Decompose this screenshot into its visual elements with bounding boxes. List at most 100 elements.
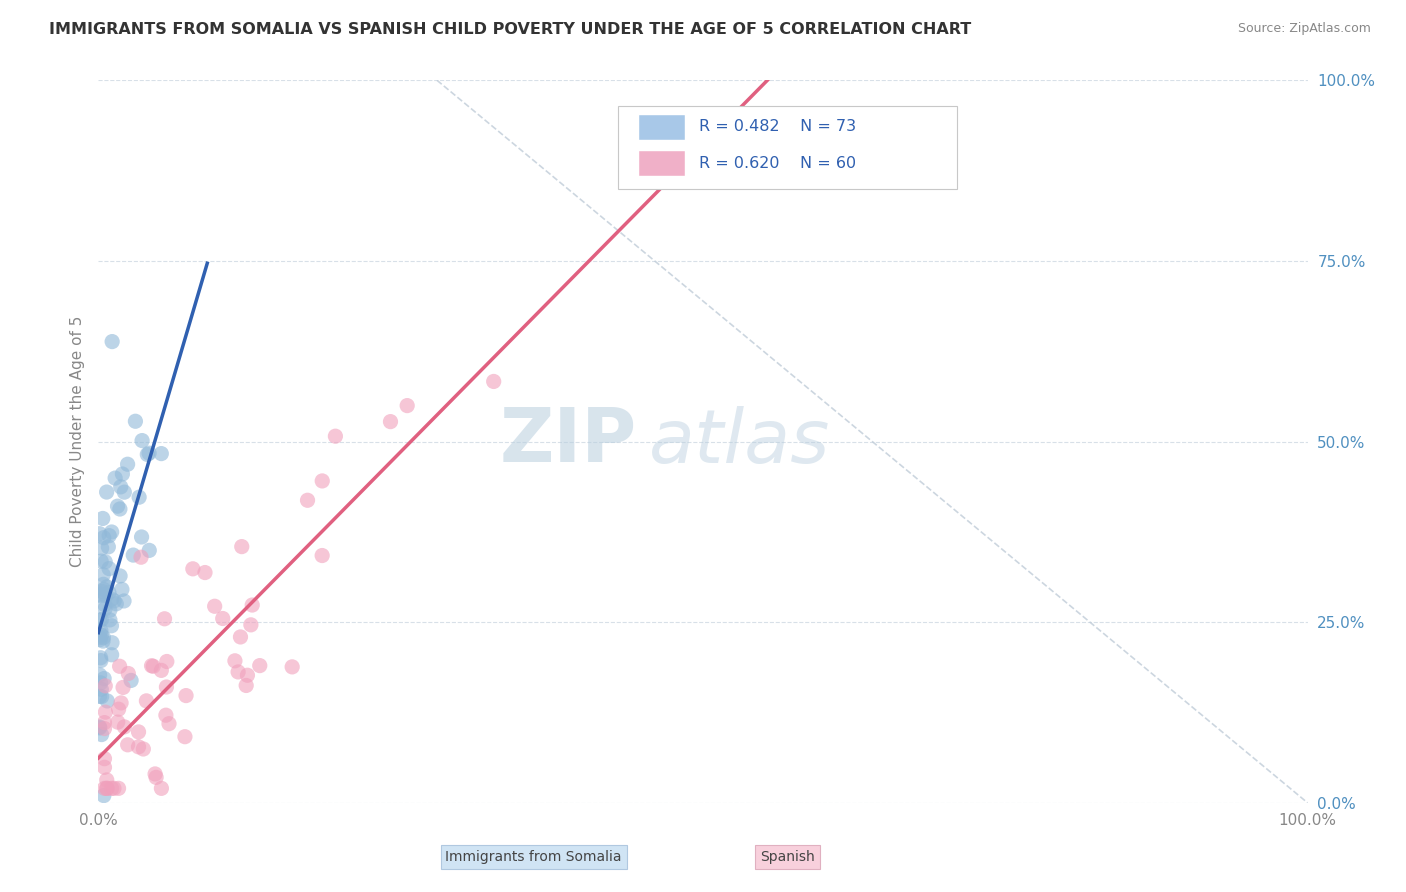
- Point: [128, 739, 150, 754]
- Point: [93, 631, 115, 645]
- Text: Immigrants from Somalia: Immigrants from Somalia: [446, 850, 621, 864]
- Point: [96, 781, 118, 796]
- Point: [100, 619, 122, 633]
- Point: [100, 781, 122, 796]
- Point: [98, 529, 121, 543]
- Point: [132, 742, 155, 756]
- Point: [135, 694, 157, 708]
- Point: [94, 589, 117, 603]
- Point: [174, 730, 197, 744]
- Point: [100, 592, 122, 607]
- Point: [101, 636, 124, 650]
- Point: [204, 599, 226, 614]
- Point: [103, 781, 125, 796]
- Point: [325, 429, 347, 443]
- Point: [93, 715, 115, 730]
- Point: [150, 781, 173, 796]
- Bar: [638, 151, 685, 177]
- Point: [153, 612, 176, 626]
- Point: [226, 665, 249, 679]
- Point: [89, 690, 111, 704]
- Point: [380, 415, 402, 429]
- Point: [297, 493, 319, 508]
- Point: [157, 716, 180, 731]
- Point: [249, 658, 271, 673]
- Point: [129, 550, 152, 565]
- Point: [107, 781, 129, 796]
- Point: [93, 531, 115, 545]
- Point: [93, 752, 115, 766]
- Point: [89, 587, 111, 601]
- Point: [94, 555, 117, 569]
- Point: [174, 689, 197, 703]
- Point: [236, 668, 259, 682]
- Point: [108, 502, 131, 516]
- Point: [105, 597, 128, 611]
- Point: [240, 598, 263, 612]
- Text: Spanish: Spanish: [761, 850, 815, 864]
- Point: [94, 598, 117, 612]
- Point: [141, 658, 163, 673]
- Point: [98, 561, 121, 575]
- Text: R = 0.482    N = 73: R = 0.482 N = 73: [699, 120, 856, 135]
- Point: [96, 485, 118, 500]
- Point: [138, 543, 160, 558]
- Point: [90, 650, 112, 665]
- Point: [90, 624, 112, 638]
- Point: [150, 664, 173, 678]
- Point: [89, 632, 111, 647]
- Point: [150, 447, 173, 461]
- Point: [211, 611, 233, 625]
- Point: [155, 708, 177, 723]
- Point: [90, 613, 112, 627]
- Point: [124, 414, 146, 428]
- Point: [120, 673, 142, 688]
- Point: [101, 334, 124, 349]
- Point: [104, 471, 127, 485]
- Point: [103, 594, 125, 608]
- Point: [128, 490, 150, 504]
- Point: [97, 585, 120, 599]
- Point: [90, 584, 112, 599]
- Point: [108, 659, 131, 673]
- Point: [89, 526, 111, 541]
- Point: [100, 524, 122, 539]
- Point: [90, 654, 112, 668]
- Point: [98, 613, 121, 627]
- Point: [110, 696, 132, 710]
- Point: [93, 672, 115, 686]
- Point: [110, 480, 132, 494]
- Point: [111, 467, 134, 481]
- Point: [93, 577, 115, 591]
- Point: [94, 679, 117, 693]
- Text: R = 0.620    N = 60: R = 0.620 N = 60: [699, 156, 856, 171]
- Point: [90, 675, 112, 690]
- Point: [112, 681, 135, 695]
- Point: [89, 668, 111, 682]
- Point: [311, 549, 333, 563]
- Point: [136, 447, 159, 461]
- Point: [181, 562, 204, 576]
- Text: IMMIGRANTS FROM SOMALIA VS SPANISH CHILD POVERTY UNDER THE AGE OF 5 CORRELATION : IMMIGRANTS FROM SOMALIA VS SPANISH CHILD…: [49, 22, 972, 37]
- Point: [89, 720, 111, 734]
- Point: [89, 613, 111, 627]
- Point: [100, 648, 122, 662]
- Point: [112, 485, 135, 500]
- Point: [89, 721, 111, 735]
- Point: [93, 582, 115, 597]
- Point: [90, 554, 112, 568]
- Text: ZIP: ZIP: [499, 405, 637, 478]
- Point: [90, 682, 112, 697]
- Point: [155, 680, 177, 694]
- Point: [117, 666, 139, 681]
- Point: [91, 567, 114, 582]
- Point: [96, 781, 118, 796]
- Text: atlas: atlas: [648, 406, 830, 477]
- Point: [91, 511, 114, 525]
- Point: [117, 738, 139, 752]
- Point: [94, 601, 117, 615]
- Point: [138, 446, 160, 460]
- Point: [93, 781, 115, 796]
- Point: [131, 530, 153, 544]
- Point: [108, 569, 131, 583]
